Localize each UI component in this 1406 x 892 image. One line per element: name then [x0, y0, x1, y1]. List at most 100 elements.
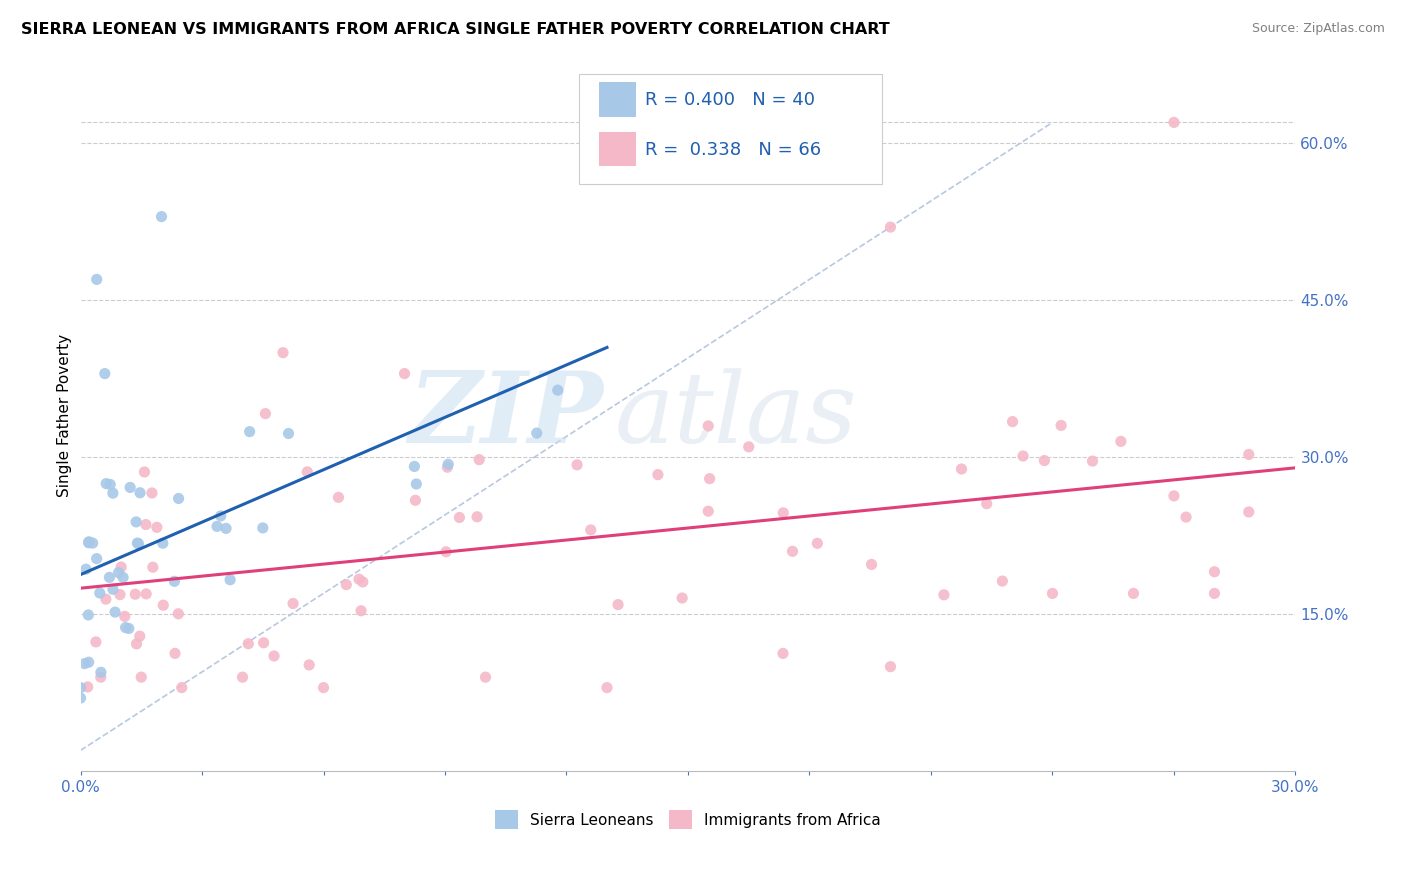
Point	[146, 520, 169, 534]
Point	[976, 497, 998, 511]
Point	[118, 622, 141, 636]
Point	[77, 534, 100, 549]
Point	[565, 458, 588, 472]
Point	[238, 637, 260, 651]
Point	[134, 465, 156, 479]
Y-axis label: Single Father Poverty: Single Father Poverty	[58, 334, 72, 497]
FancyBboxPatch shape	[579, 74, 883, 184]
Point	[86, 551, 108, 566]
Point	[298, 657, 321, 672]
Point	[1204, 586, 1226, 600]
Point	[73, 657, 96, 671]
Point	[127, 536, 149, 550]
Point	[1001, 415, 1024, 429]
Text: atlas: atlas	[614, 368, 858, 463]
Point	[1175, 510, 1198, 524]
Point	[135, 587, 157, 601]
Point	[82, 536, 104, 550]
Text: R = 0.400   N = 40: R = 0.400 N = 40	[645, 91, 815, 109]
Point	[547, 383, 569, 397]
Point	[69, 681, 91, 695]
Point	[129, 485, 152, 500]
Point	[782, 544, 804, 558]
Point	[215, 521, 238, 535]
Point	[697, 504, 720, 518]
Point	[254, 407, 277, 421]
Point	[163, 646, 186, 660]
Point	[1237, 505, 1260, 519]
Point	[1122, 586, 1144, 600]
Point	[879, 659, 901, 673]
Point	[1204, 565, 1226, 579]
Point	[991, 574, 1014, 588]
Point	[436, 460, 458, 475]
Point	[152, 598, 174, 612]
Point	[112, 570, 135, 584]
Point	[76, 680, 98, 694]
Point	[281, 597, 304, 611]
Point	[75, 562, 97, 576]
Point	[90, 670, 112, 684]
Point	[163, 574, 186, 589]
Point	[94, 367, 117, 381]
Point	[449, 510, 471, 524]
Text: R =  0.338   N = 66: R = 0.338 N = 66	[645, 141, 821, 159]
Point	[98, 570, 121, 584]
Point	[135, 517, 157, 532]
Point	[231, 670, 253, 684]
Point	[437, 458, 460, 472]
Point	[607, 598, 630, 612]
Legend: Sierra Leoneans, Immigrants from Africa: Sierra Leoneans, Immigrants from Africa	[489, 804, 887, 835]
Point	[1081, 454, 1104, 468]
Bar	[599, 132, 636, 167]
Point	[352, 574, 374, 589]
Point	[297, 465, 319, 479]
Point	[167, 607, 190, 621]
Point	[101, 486, 124, 500]
Point	[699, 472, 721, 486]
Point	[579, 523, 602, 537]
Text: SIERRA LEONEAN VS IMMIGRANTS FROM AFRICA SINGLE FATHER POVERTY CORRELATION CHART: SIERRA LEONEAN VS IMMIGRANTS FROM AFRICA…	[21, 22, 890, 37]
Point	[312, 681, 335, 695]
Point	[108, 588, 131, 602]
Point	[107, 566, 129, 580]
Point	[277, 426, 299, 441]
Point	[394, 367, 416, 381]
Point	[253, 636, 276, 650]
Point	[77, 607, 100, 622]
Point	[932, 588, 955, 602]
Point	[434, 545, 457, 559]
Point	[104, 605, 127, 619]
Point	[468, 452, 491, 467]
Point	[1012, 449, 1035, 463]
Point	[405, 477, 427, 491]
Point	[263, 648, 285, 663]
Point	[404, 493, 426, 508]
Point	[128, 629, 150, 643]
Point	[772, 506, 794, 520]
Point	[252, 521, 274, 535]
Point	[114, 609, 136, 624]
Point	[1163, 489, 1185, 503]
Point	[526, 426, 548, 441]
Point	[141, 486, 163, 500]
Point	[94, 592, 117, 607]
Text: Source: ZipAtlas.com: Source: ZipAtlas.com	[1251, 22, 1385, 36]
Point	[110, 560, 132, 574]
Point	[772, 647, 794, 661]
Point	[120, 480, 142, 494]
Point	[84, 635, 107, 649]
Point	[1109, 434, 1132, 449]
Point	[647, 467, 669, 482]
Point	[150, 210, 173, 224]
Point	[1163, 115, 1185, 129]
Point	[98, 477, 121, 491]
Point	[860, 558, 883, 572]
Point	[474, 670, 496, 684]
Point	[465, 509, 488, 524]
Point	[96, 476, 118, 491]
Point	[125, 515, 148, 529]
Point	[697, 419, 720, 434]
Point	[1033, 453, 1056, 467]
Point	[152, 536, 174, 550]
